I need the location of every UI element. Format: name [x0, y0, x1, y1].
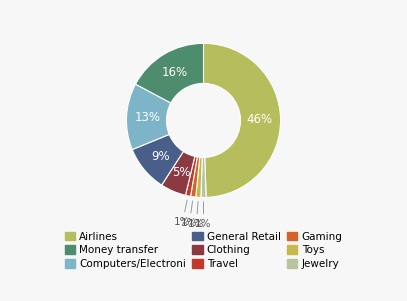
Text: 1%: 1% — [174, 200, 191, 227]
Text: 1%: 1% — [188, 202, 205, 229]
Wedge shape — [136, 43, 204, 103]
Text: 5%: 5% — [172, 166, 190, 178]
Wedge shape — [162, 151, 195, 195]
Wedge shape — [196, 157, 202, 197]
Text: 9%: 9% — [151, 150, 170, 163]
Text: 46%: 46% — [247, 113, 273, 126]
Text: 1%: 1% — [181, 201, 198, 228]
Wedge shape — [190, 157, 200, 197]
Text: 16%: 16% — [162, 66, 188, 79]
Wedge shape — [204, 43, 280, 197]
Text: 1%: 1% — [195, 202, 212, 229]
Legend: Airlines, Money transfer, Computers/Electroni, General Retail, Clothing, Travel,: Airlines, Money transfer, Computers/Elec… — [64, 231, 343, 269]
Text: 13%: 13% — [134, 111, 160, 124]
Wedge shape — [201, 157, 206, 197]
Wedge shape — [127, 84, 171, 150]
Wedge shape — [186, 156, 197, 196]
Wedge shape — [132, 135, 184, 185]
